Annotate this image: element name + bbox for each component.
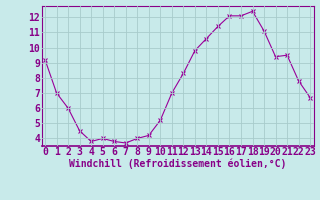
X-axis label: Windchill (Refroidissement éolien,°C): Windchill (Refroidissement éolien,°C) bbox=[69, 159, 286, 169]
